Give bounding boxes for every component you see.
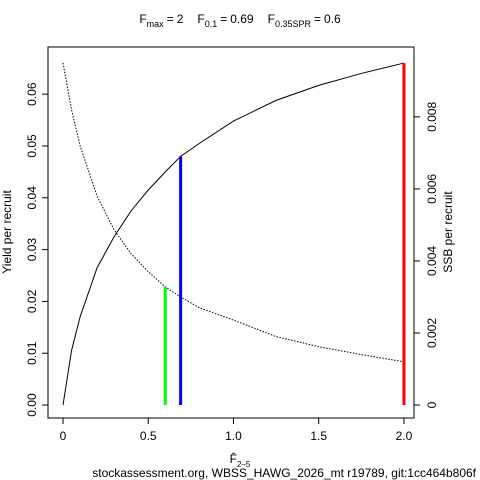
footer: stockassessment.org, WBSS_HAWG_2026_mt r… xyxy=(92,466,476,480)
y2-axis-label: SSB per recruit xyxy=(441,191,455,273)
y-tick-label: 0.06 xyxy=(25,82,39,106)
title-value: 0.69 xyxy=(230,12,254,26)
title-separator: = xyxy=(314,12,321,26)
title-separator: = xyxy=(167,12,174,26)
x-tick-label: 1.0 xyxy=(225,429,242,443)
title-value: 2 xyxy=(177,12,184,26)
title-symbol: F xyxy=(197,12,204,26)
title-symbol: F xyxy=(139,12,146,26)
x-tick-label: 2.0 xyxy=(396,429,413,443)
y2-tick-label: 0.006 xyxy=(425,174,439,204)
chart-title: Fmax = 2 F0.1 = 0.69 F0.35SPR = 0.6 xyxy=(139,12,341,29)
y-tick-label: 0.01 xyxy=(25,341,39,365)
title-subscript: 0.35SPR xyxy=(275,19,312,29)
y-axis-label: Yield per recruit xyxy=(0,190,14,274)
plot-box xyxy=(47,46,415,419)
title-subscript: max xyxy=(147,19,165,29)
y2-tick-label: 0 xyxy=(425,401,439,408)
title-symbol: F xyxy=(268,12,275,26)
x-tick-label: 0 xyxy=(60,429,67,443)
y-tick-label: 0.04 xyxy=(25,186,39,210)
title-value: 0.6 xyxy=(324,12,341,26)
series-line xyxy=(62,62,405,363)
x-tick-label: 1.5 xyxy=(310,429,327,443)
y-tick-label: 0.02 xyxy=(25,289,39,313)
y-tick-label: 0.05 xyxy=(25,134,39,158)
series-line xyxy=(62,62,405,406)
x-label-subscript: 2–5 xyxy=(237,460,251,469)
y2-tick-label: 0.008 xyxy=(425,102,439,132)
y2-tick-label: 0.004 xyxy=(425,246,439,276)
x-label-symbol: F̄ xyxy=(230,452,237,466)
title-subscript: 0.1 xyxy=(205,19,218,29)
y2-tick-label: 0.002 xyxy=(425,318,439,348)
title-separator: = xyxy=(220,12,227,26)
y-tick-label: 0.00 xyxy=(25,393,39,417)
x-axis-label: F̄2–5 xyxy=(230,452,251,469)
y-tick-label: 0.03 xyxy=(25,238,39,262)
x-tick-label: 0.5 xyxy=(140,429,157,443)
